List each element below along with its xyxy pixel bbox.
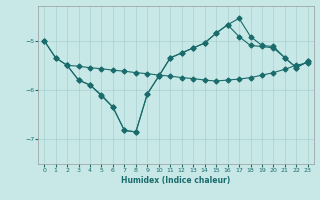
X-axis label: Humidex (Indice chaleur): Humidex (Indice chaleur): [121, 176, 231, 185]
